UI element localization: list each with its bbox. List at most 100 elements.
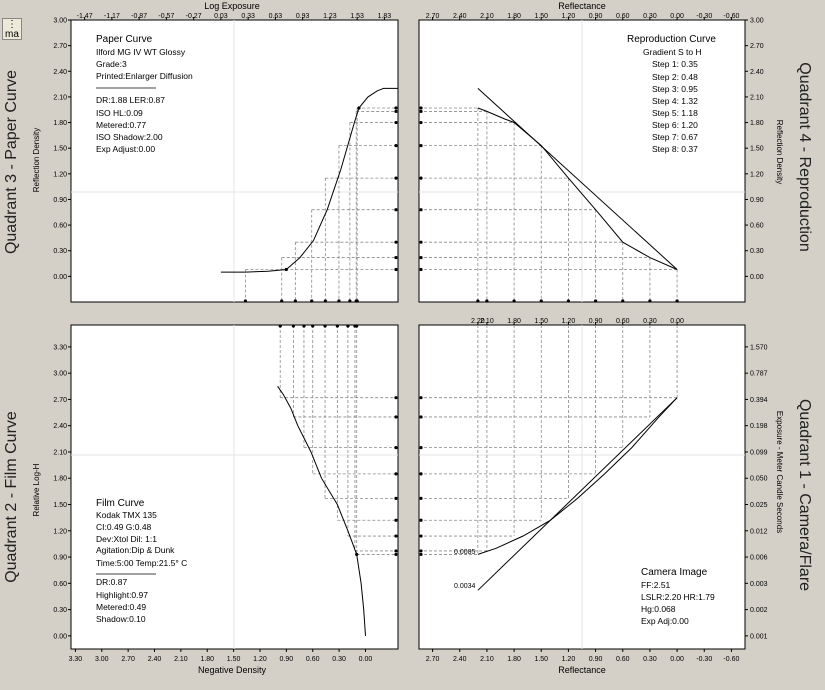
- reflection-density-right-tick-label: 1.20: [750, 171, 764, 178]
- reflectance-mid-tick-label: 1.50: [534, 318, 548, 325]
- paper-side-marker: [394, 176, 398, 180]
- camera-info-hg: Hg:0.068: [641, 604, 676, 614]
- repro-axis-marker: [485, 299, 489, 303]
- film-side-marker: [394, 552, 398, 557]
- reflectance-bottom-tick-label: 0.90: [589, 656, 603, 663]
- reflectance-mid-tick-label: 0.90: [589, 318, 603, 325]
- tab-grip-icon: ⋮: [7, 19, 17, 30]
- negative-density-tick-label: 2.70: [121, 656, 135, 663]
- reflectance-top-tick-label: 2.10: [480, 13, 494, 20]
- reproduction-step: Step 2: 0.48: [652, 72, 698, 82]
- camera-with-flare-line: [477, 397, 678, 555]
- reflectance-top-tick-label: 0.90: [589, 13, 603, 20]
- reflection-density-right-tick-label: 0.30: [750, 248, 764, 255]
- exposure-mcs-tick-label: 0.006: [750, 555, 768, 562]
- exposure-mcs-tick-label: 0.050: [750, 476, 768, 483]
- reflectance-bottom-tick-label: 2.70: [426, 656, 440, 663]
- tab-handle[interactable]: ⋮ ma: [2, 18, 22, 40]
- paper-side-marker: [394, 106, 398, 110]
- film-info-agitation: Agitation:Dip & Dunk: [96, 545, 175, 555]
- repro-axis-marker: [476, 299, 480, 303]
- camera-side-marker: [419, 415, 423, 419]
- film-info-block: Film Curve Kodak TMX 135 CI:0.49 G:0.48 …: [96, 498, 187, 624]
- repro-side-marker: [419, 144, 423, 148]
- reproduction-reference-line: [477, 88, 678, 270]
- negative-density-title: Negative Density: [198, 665, 267, 675]
- reflection-density-left-tick-label: 2.70: [53, 43, 67, 50]
- paper-info-dr-ler: DR:1.88 LER:0.87: [96, 95, 165, 105]
- reflection-density-right-title: Reflection Density: [775, 120, 784, 184]
- exposure-mcs-tick-label: 0.787: [750, 371, 768, 378]
- repro-side-marker: [419, 176, 423, 180]
- paper-shadow-point: [284, 267, 288, 272]
- repro-axis-marker: [539, 299, 543, 303]
- film-side-marker: [394, 518, 398, 522]
- paper-axis-marker: [310, 299, 314, 303]
- camera-info-block: Camera Image FF:2.51 LSLR:2.20 HR:1.79 H…: [641, 567, 715, 626]
- relative-log-h-tick-label: 0.60: [53, 581, 67, 588]
- paper-side-marker: [394, 267, 398, 272]
- reflectance-mid-tick-label: 0.60: [616, 318, 630, 325]
- paper-info-iso-hl: ISO HL:0.09: [96, 108, 143, 118]
- reflectance-top-tick-label: -0.30: [696, 13, 712, 20]
- log-exposure-tick-label: 0.33: [241, 13, 255, 20]
- film-axis-marker: [335, 324, 339, 328]
- log-exposure-tick-label: -1.17: [104, 13, 120, 20]
- log-exposure-tick-label: 1.53: [350, 13, 364, 20]
- repro-side-marker: [419, 208, 423, 212]
- film-side-marker: [394, 472, 398, 476]
- reflectance-top-tick-label: 2.40: [453, 13, 467, 20]
- reflection-density-right-tick-label: 2.10: [750, 94, 764, 101]
- negative-density-tick-label: 1.50: [227, 656, 241, 663]
- camera-side-marker: [419, 534, 423, 538]
- film-side-marker: [394, 496, 398, 500]
- reflectance-bottom-tick-label: 0.00: [670, 656, 684, 663]
- film-info-ci-g: CI:0.49 G:0.48: [96, 522, 152, 532]
- reflectance-bottom-tick-label: 0.30: [643, 656, 657, 663]
- quadrant-2-title: Quadrant 2 - Film Curve: [3, 411, 20, 583]
- reflectance-bottom-tick-label: 2.40: [453, 656, 467, 663]
- film-info-dr: DR:0.87: [96, 577, 127, 587]
- film-curve-line: [277, 386, 366, 636]
- reproduction-reproduction-line: [477, 107, 678, 270]
- reflection-density-left-tick-label: 3.00: [53, 18, 67, 25]
- reflection-density-left-tick-label: 1.20: [53, 171, 67, 178]
- reflectance-mid-tick-label: 0.00: [670, 318, 684, 325]
- reflection-density-right-tick-label: 0.00: [750, 274, 764, 281]
- paper-info-block: Paper Curve Ilford MG IV WT Glossy Grade…: [96, 34, 193, 154]
- repro-side-marker: [419, 120, 423, 125]
- reflection-density-left-tick-label: 2.40: [53, 69, 67, 76]
- reflectance-bottom-title: Reflectance: [558, 665, 606, 675]
- film-shadow-point: [355, 552, 359, 557]
- repro-axis-marker: [512, 299, 516, 303]
- reflectance-mid-tick-label: 1.80: [507, 318, 521, 325]
- reflection-density-left-tick-label: 0.90: [53, 197, 67, 204]
- reflectance-bottom-tick-label: 0.60: [616, 656, 630, 663]
- reflectance-top-tick-label: 1.80: [507, 13, 521, 20]
- paper-axis-marker: [280, 299, 284, 303]
- repro-side-marker: [419, 267, 423, 272]
- reflectance-bottom-tick-label: 2.10: [480, 656, 494, 663]
- paper-info-paper: Ilford MG IV WT Glossy: [96, 47, 186, 57]
- film-info-time-temp: Time:5:00 Temp:21.5° C: [96, 558, 187, 568]
- quadrant-3-title: Quadrant 3 - Paper Curve: [3, 70, 20, 254]
- camera-side-marker: [419, 445, 423, 450]
- log-exposure-tick-label: 0.93: [296, 13, 310, 20]
- negative-density-tick-label: 3.00: [95, 656, 109, 663]
- exposure-mcs-tick-label: 0.012: [750, 528, 768, 535]
- exposure-mcs-tick-label: 0.001: [750, 633, 768, 640]
- exposure-mcs-title: Exposure - Meter Candle Seconds: [775, 411, 784, 533]
- film-side-marker: [394, 549, 398, 553]
- relative-log-h-tick-label: 1.20: [53, 528, 67, 535]
- repro-axis-marker: [675, 299, 679, 303]
- camera-side-marker: [419, 552, 423, 557]
- reflection-density-right-tick-label: 1.80: [750, 120, 764, 127]
- exposure-mcs-tick-label: 1.570: [750, 344, 768, 351]
- tab-label: ma: [5, 29, 19, 40]
- quadrant-1-title: Quadrant 1 - Camera/Flare: [796, 399, 813, 591]
- relative-log-h-tick-label: 3.30: [53, 344, 67, 351]
- relative-log-h-title: Relative Log-H: [32, 463, 41, 516]
- camera-info-title: Camera Image: [641, 567, 708, 578]
- exposure-mcs-tick-label: 0.099: [750, 449, 768, 456]
